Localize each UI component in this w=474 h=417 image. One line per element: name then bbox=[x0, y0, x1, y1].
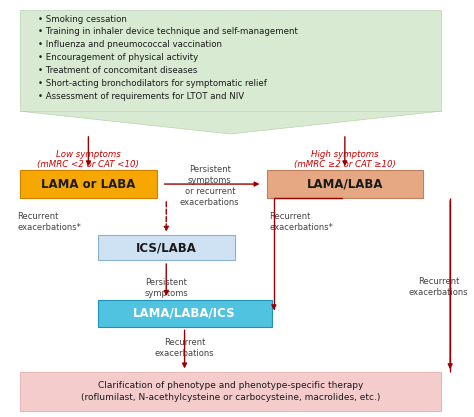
Text: ICS/LABA: ICS/LABA bbox=[136, 241, 197, 254]
Text: LAMA/LABA/ICS: LAMA/LABA/ICS bbox=[133, 306, 236, 319]
Text: High symptoms
(mMRC ≥2 or CAT ≥10): High symptoms (mMRC ≥2 or CAT ≥10) bbox=[294, 150, 396, 169]
Text: Recurrent
exacerbations: Recurrent exacerbations bbox=[409, 277, 468, 297]
FancyBboxPatch shape bbox=[98, 236, 235, 260]
Text: Recurrent
exacerbations: Recurrent exacerbations bbox=[155, 338, 214, 358]
Text: LAMA/LABA: LAMA/LABA bbox=[307, 178, 383, 191]
FancyBboxPatch shape bbox=[20, 372, 441, 412]
FancyBboxPatch shape bbox=[20, 170, 157, 198]
FancyBboxPatch shape bbox=[20, 109, 440, 111]
Text: Low symptoms
(mMRC <2 or CAT <10): Low symptoms (mMRC <2 or CAT <10) bbox=[37, 150, 139, 169]
Polygon shape bbox=[20, 111, 441, 134]
Text: • Smoking cessation
• Training in inhaler device technique and self-management
•: • Smoking cessation • Training in inhale… bbox=[38, 15, 298, 101]
Text: Recurrent
exacerbations*: Recurrent exacerbations* bbox=[18, 212, 82, 232]
Text: Persistent
symptoms: Persistent symptoms bbox=[145, 278, 188, 298]
Text: LAMA or LABA: LAMA or LABA bbox=[41, 178, 136, 191]
FancyBboxPatch shape bbox=[267, 170, 423, 198]
FancyBboxPatch shape bbox=[20, 10, 441, 111]
Text: Persistent
symptoms
or recurrent
exacerbations: Persistent symptoms or recurrent exacerb… bbox=[180, 165, 239, 207]
FancyBboxPatch shape bbox=[98, 300, 272, 327]
Text: Clarification of phenotype and phenotype-specific therapy
(roflumilast, N-acethy: Clarification of phenotype and phenotype… bbox=[81, 382, 380, 402]
Text: Recurrent
exacerbations*: Recurrent exacerbations* bbox=[269, 212, 333, 232]
